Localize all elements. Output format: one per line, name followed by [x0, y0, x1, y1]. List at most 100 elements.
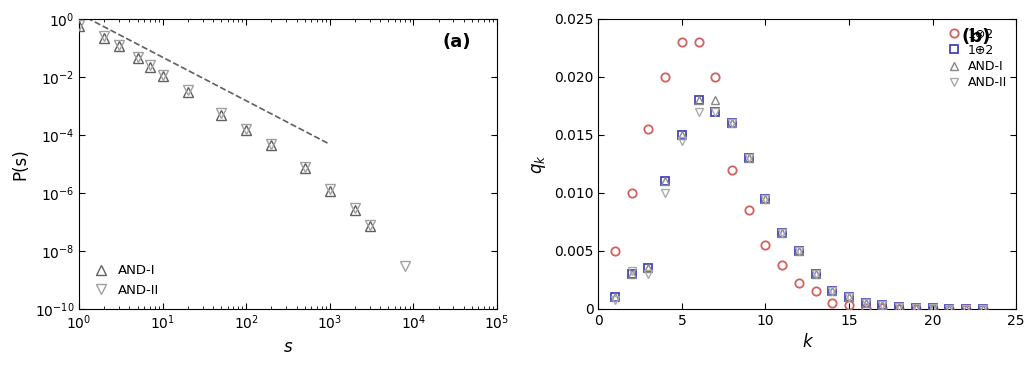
AND-II — [132, 55, 144, 59]
AND-I — [144, 65, 156, 69]
1⊗2 — [943, 306, 955, 311]
AND-I — [675, 133, 688, 137]
AND-II — [98, 34, 111, 39]
AND-II — [809, 272, 822, 276]
1⊕2 — [776, 231, 788, 236]
AND-II — [826, 289, 838, 294]
1⊗2 — [959, 307, 972, 311]
AND-II — [692, 109, 704, 114]
1⊗2 — [709, 75, 721, 79]
AND-I — [214, 112, 227, 117]
Text: (a): (a) — [442, 33, 471, 51]
Line: AND-II: AND-II — [611, 108, 987, 313]
AND-II — [959, 306, 972, 311]
1⊕2 — [910, 305, 922, 310]
AND-II — [73, 23, 85, 28]
X-axis label: k: k — [803, 333, 812, 351]
1⊕2 — [926, 306, 939, 310]
1⊕2 — [759, 196, 772, 201]
AND-I — [977, 307, 989, 311]
1⊗2 — [659, 75, 671, 79]
1⊕2 — [659, 179, 671, 184]
1⊕2 — [692, 98, 704, 102]
1⊕2 — [642, 266, 655, 270]
1⊗2 — [609, 249, 622, 253]
AND-II — [609, 297, 622, 302]
AND-I — [809, 272, 822, 276]
AND-II — [675, 138, 688, 143]
AND-I — [826, 289, 838, 294]
AND-II — [214, 111, 227, 116]
1⊕2 — [793, 249, 805, 253]
AND-I — [298, 166, 311, 171]
1⊗2 — [977, 307, 989, 311]
1⊕2 — [860, 301, 872, 305]
AND-I — [609, 295, 622, 299]
1⊗2 — [692, 40, 704, 44]
AND-I — [743, 156, 755, 160]
AND-I — [726, 121, 739, 126]
1⊕2 — [876, 303, 889, 308]
AND-II — [709, 109, 721, 114]
1⊗2 — [793, 281, 805, 286]
AND-I — [893, 304, 905, 309]
AND-I — [349, 208, 362, 212]
1⊗2 — [860, 305, 872, 310]
AND-II — [240, 127, 253, 131]
1⊗2 — [809, 289, 822, 294]
AND-I — [910, 305, 922, 310]
Line: 1⊗2: 1⊗2 — [611, 38, 987, 313]
1⊕2 — [626, 272, 638, 276]
AND-II — [910, 305, 922, 310]
1⊕2 — [726, 121, 739, 126]
AND-I — [860, 301, 872, 305]
AND-II — [893, 304, 905, 309]
AND-I — [73, 24, 85, 29]
AND-I — [876, 303, 889, 308]
AND-II — [626, 268, 638, 273]
Y-axis label: P(s): P(s) — [11, 148, 29, 180]
AND-I — [323, 188, 336, 193]
AND-II — [298, 164, 311, 169]
AND-II — [977, 307, 989, 311]
1⊕2 — [943, 306, 955, 311]
AND-I — [642, 266, 655, 270]
AND-II — [726, 121, 739, 126]
AND-I — [793, 249, 805, 253]
AND-I — [709, 98, 721, 102]
Text: (b): (b) — [961, 28, 991, 46]
AND-I — [156, 73, 169, 78]
1⊕2 — [609, 295, 622, 299]
1⊗2 — [642, 127, 655, 131]
1⊗2 — [826, 301, 838, 305]
AND-II — [793, 249, 805, 253]
AND-II — [776, 231, 788, 236]
AND-II — [144, 63, 156, 68]
Y-axis label: $q_k$: $q_k$ — [530, 154, 548, 174]
X-axis label: s: s — [284, 338, 292, 356]
AND-II — [364, 222, 376, 227]
AND-I — [132, 56, 144, 60]
1⊗2 — [726, 167, 739, 172]
1⊕2 — [675, 133, 688, 137]
1⊕2 — [743, 156, 755, 160]
AND-I — [240, 128, 253, 132]
AND-II — [743, 156, 755, 160]
AND-II — [399, 264, 411, 268]
1⊗2 — [910, 306, 922, 311]
AND-II — [349, 206, 362, 210]
AND-II — [113, 43, 125, 47]
AND-II — [323, 186, 336, 191]
AND-I — [776, 231, 788, 236]
AND-II — [843, 295, 856, 299]
AND-I — [265, 143, 278, 147]
AND-I — [692, 98, 704, 102]
1⊕2 — [893, 304, 905, 309]
1⊗2 — [759, 243, 772, 247]
1⊗2 — [776, 263, 788, 267]
AND-II — [659, 191, 671, 195]
AND-II — [860, 301, 872, 305]
AND-II — [181, 88, 194, 92]
1⊕2 — [959, 306, 972, 311]
AND-I — [943, 306, 955, 311]
